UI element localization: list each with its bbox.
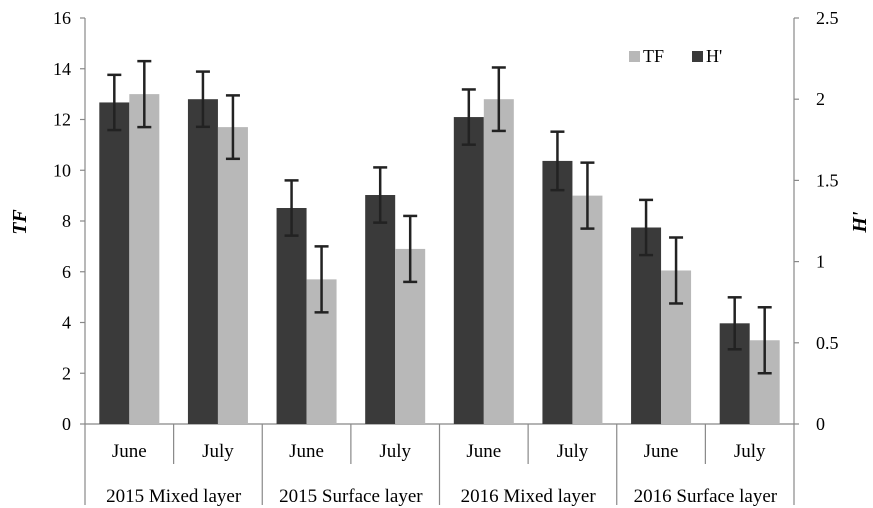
- y-right-tick-label: 0.5: [816, 333, 839, 353]
- y-left-tick-label: 8: [62, 211, 71, 231]
- group-label: 2016 Surface layer: [634, 486, 778, 507]
- legend-label: TF: [643, 46, 664, 66]
- bar-h-prime: [631, 227, 662, 424]
- y-left-tick-label: 16: [53, 8, 71, 28]
- legend-swatch: [692, 51, 703, 62]
- category-label: June: [289, 441, 324, 462]
- y-right-tick-label: 1: [816, 252, 825, 272]
- plot-area: 0 2 4 6 8 10 12 14 16 0 0.5 1 1.5 2 2.5 June July June Jul…: [53, 8, 839, 507]
- bar-tf: [217, 127, 248, 425]
- y-left-tick-label: 10: [53, 160, 71, 180]
- y-left-tick-label: 4: [62, 313, 71, 333]
- bar-h-prime: [276, 208, 307, 424]
- bar-h-prime: [365, 195, 396, 424]
- bar-h-prime: [542, 160, 573, 425]
- y-left-tick-label: 0: [62, 414, 71, 434]
- bar-h-prime: [99, 102, 130, 424]
- y-right-tick-label: 2: [816, 89, 825, 109]
- y-left-tick-label: 2: [62, 363, 71, 383]
- category-label: June: [644, 441, 679, 462]
- bar-tf: [572, 195, 603, 424]
- bar-tf: [129, 94, 160, 424]
- y-right-tick-label: 2.5: [816, 8, 839, 28]
- y-right-tick-label: 0: [816, 414, 825, 434]
- category-label: July: [557, 441, 589, 462]
- category-label: June: [112, 441, 147, 462]
- y-right-tick-label: 1.5: [816, 170, 839, 190]
- y-axis-left-title: TF: [9, 209, 31, 235]
- legend-swatch: [629, 51, 640, 62]
- y-left-tick-label: 14: [53, 59, 71, 79]
- bar-h-prime: [453, 117, 484, 425]
- group-label: 2015 Mixed layer: [106, 486, 242, 507]
- y-axis-right-title: H': [849, 211, 871, 234]
- category-label: July: [379, 441, 411, 462]
- y-left-tick-label: 12: [53, 110, 71, 130]
- bar-tf: [483, 99, 514, 424]
- category-label: July: [734, 441, 766, 462]
- group-label: 2016 Mixed layer: [461, 486, 597, 507]
- category-label: July: [202, 441, 234, 462]
- category-label: June: [466, 441, 501, 462]
- bar-h-prime: [187, 99, 218, 424]
- group-label: 2015 Surface layer: [279, 486, 423, 507]
- y-left-tick-label: 6: [62, 262, 71, 282]
- legend-label: H': [706, 46, 722, 66]
